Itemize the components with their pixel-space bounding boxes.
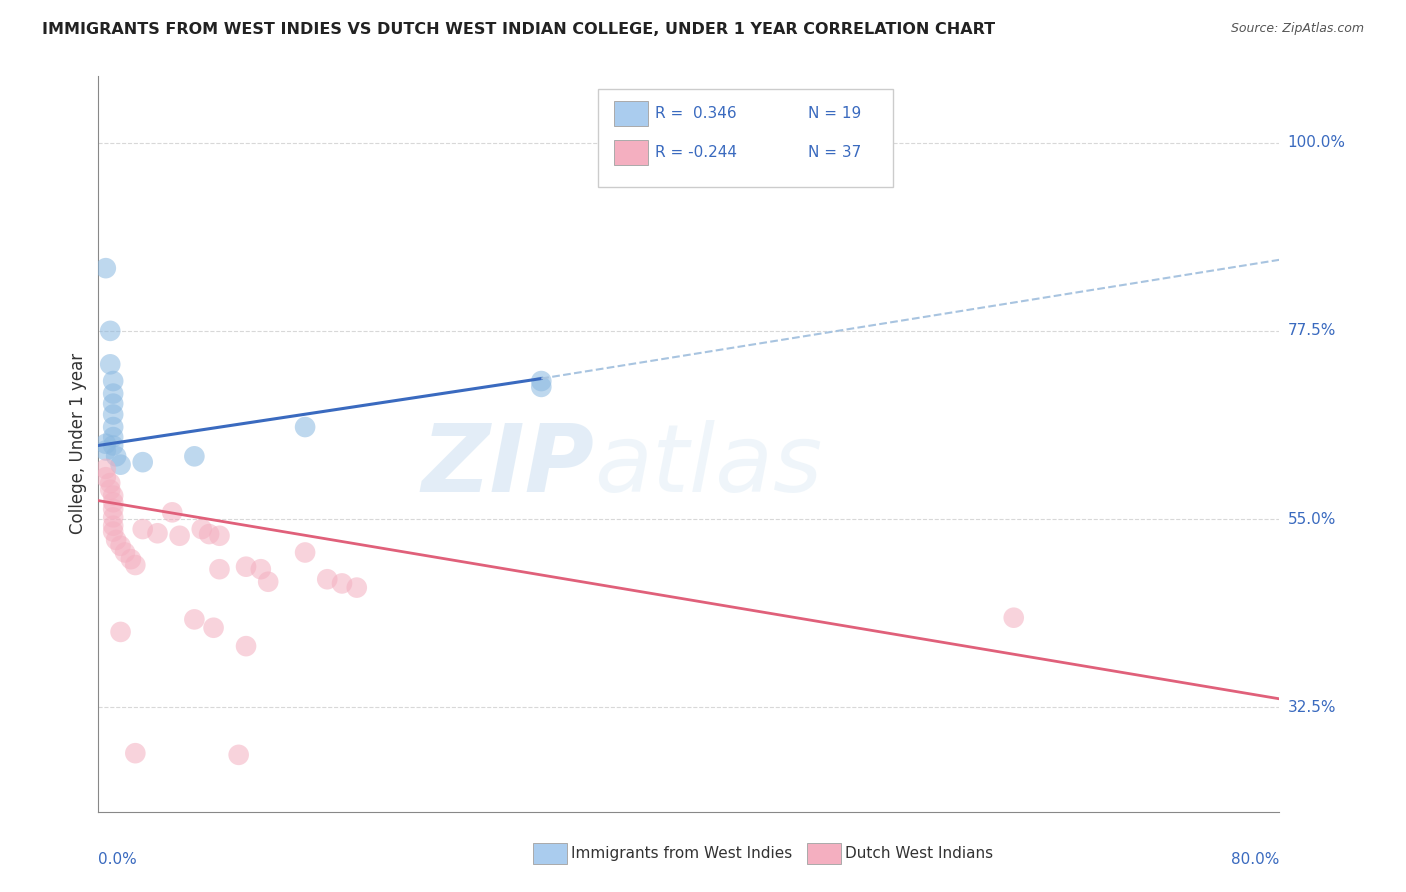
Point <box>208 562 231 576</box>
Point <box>94 470 117 484</box>
Text: N = 37: N = 37 <box>808 145 862 160</box>
Text: 77.5%: 77.5% <box>1288 324 1336 338</box>
Point <box>198 527 221 541</box>
Point <box>94 443 117 458</box>
Point <box>183 612 205 626</box>
Point <box>183 450 205 464</box>
Point <box>235 559 257 574</box>
Point <box>110 458 132 472</box>
Point <box>1002 611 1025 625</box>
Point <box>530 374 553 388</box>
Text: 80.0%: 80.0% <box>1232 852 1279 867</box>
Text: Source: ZipAtlas.com: Source: ZipAtlas.com <box>1230 22 1364 36</box>
Y-axis label: College, Under 1 year: College, Under 1 year <box>69 353 87 534</box>
Point <box>110 624 132 639</box>
Point <box>208 529 231 543</box>
Point <box>103 374 125 388</box>
Point <box>103 420 125 434</box>
Point <box>162 505 183 519</box>
Text: N = 19: N = 19 <box>808 106 862 120</box>
Text: 32.5%: 32.5% <box>1288 699 1336 714</box>
Point <box>103 510 125 524</box>
Point <box>98 476 121 491</box>
Point <box>103 408 125 422</box>
Point <box>250 562 273 576</box>
Text: 100.0%: 100.0% <box>1288 136 1346 150</box>
Text: Dutch West Indians: Dutch West Indians <box>845 847 993 861</box>
Point <box>103 495 125 509</box>
Point <box>235 639 257 653</box>
Point <box>114 545 136 559</box>
Point <box>191 522 214 536</box>
Point <box>294 545 316 559</box>
Point <box>103 397 125 411</box>
Point <box>98 357 121 371</box>
Text: IMMIGRANTS FROM WEST INDIES VS DUTCH WEST INDIAN COLLEGE, UNDER 1 YEAR CORRELATI: IMMIGRANTS FROM WEST INDIES VS DUTCH WES… <box>42 22 995 37</box>
Point <box>94 436 117 450</box>
Point <box>110 539 132 553</box>
Text: 0.0%: 0.0% <box>98 852 138 867</box>
Point <box>124 746 146 760</box>
Point <box>169 529 191 543</box>
Point <box>103 430 125 444</box>
Point <box>98 483 121 497</box>
Text: ZIP: ZIP <box>422 420 595 512</box>
Text: atlas: atlas <box>595 420 823 511</box>
Point <box>132 455 155 469</box>
Point <box>202 621 225 635</box>
Text: 55.0%: 55.0% <box>1288 511 1336 526</box>
Text: Immigrants from West Indies: Immigrants from West Indies <box>571 847 792 861</box>
Point <box>103 489 125 503</box>
Point <box>228 747 250 762</box>
Point <box>294 420 316 434</box>
Point <box>103 502 125 516</box>
Point <box>146 526 169 541</box>
Point <box>132 522 155 536</box>
Point <box>94 261 117 276</box>
Point <box>124 558 146 572</box>
Point <box>103 518 125 533</box>
Point <box>257 574 280 589</box>
Text: R =  0.346: R = 0.346 <box>655 106 737 120</box>
Point <box>103 386 125 401</box>
Point <box>103 524 125 539</box>
Point <box>94 462 117 476</box>
Point <box>105 450 128 464</box>
Point <box>530 380 553 394</box>
Point <box>120 552 142 566</box>
Point <box>316 572 339 586</box>
Point <box>346 581 368 595</box>
Point <box>103 438 125 452</box>
Text: R = -0.244: R = -0.244 <box>655 145 737 160</box>
Point <box>330 576 353 591</box>
Point <box>105 533 128 547</box>
Point <box>98 324 121 338</box>
